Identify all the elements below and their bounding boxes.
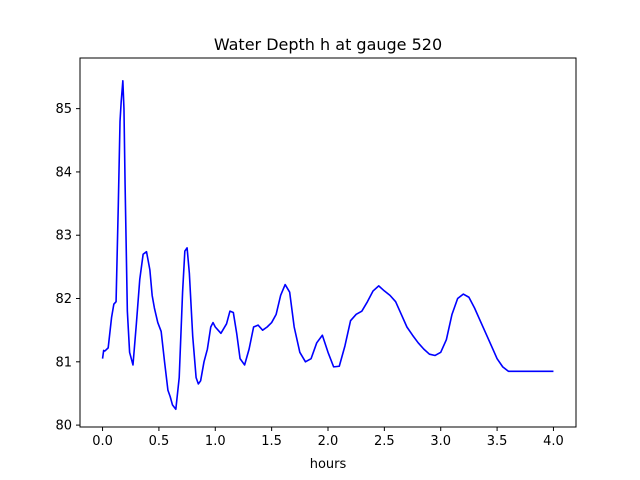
x-tick-label: 3.0 — [430, 434, 451, 449]
x-axis-label: hours — [310, 457, 347, 472]
y-tick-label: 80 — [55, 419, 72, 434]
plot-area: 0.0 0.5 1.0 1.5 2.0 2.5 3.0 3.5 4.0 80 81 82 83 84 85 — [55, 57, 577, 449]
y-tick-label: 81 — [55, 355, 72, 370]
x-tick-label: 4.0 — [543, 434, 564, 449]
y-tick-label: 82 — [55, 292, 72, 307]
y-tick-label: 84 — [55, 165, 72, 180]
x-tick-label: 0.0 — [92, 434, 113, 449]
x-tick-label: 2.0 — [318, 434, 339, 449]
x-tick-label: 1.5 — [261, 434, 282, 449]
x-tick-label: 3.5 — [487, 434, 508, 449]
series-line-0 — [101, 79, 554, 411]
x-tick-label: 2.5 — [374, 434, 395, 449]
y-tick-label: 85 — [55, 102, 72, 117]
x-tick-label: 0.5 — [149, 434, 170, 449]
chart-title: Water Depth h at gauge 520 — [214, 35, 442, 54]
x-tick-label: 1.0 — [205, 434, 226, 449]
y-tick-label: 83 — [55, 229, 72, 244]
axes-frame — [79, 57, 577, 428]
